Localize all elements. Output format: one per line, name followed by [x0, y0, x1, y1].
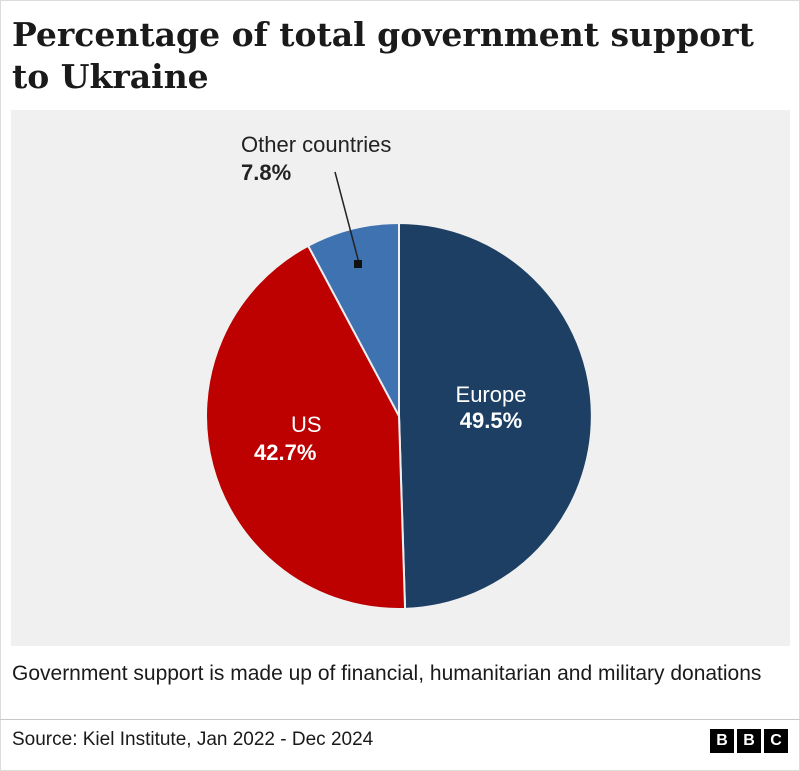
pie-slice-us — [205, 244, 407, 610]
leader-marker-other-countries — [354, 260, 362, 268]
footer-divider — [0, 719, 800, 720]
logo-letter-1: B — [710, 729, 734, 753]
slice-label-other-countries: Other countries — [241, 132, 391, 157]
slice-value-us: 42.7% — [254, 440, 316, 465]
leader-line-other-countries — [334, 171, 360, 264]
slice-value-europe: 49.5% — [460, 408, 522, 433]
logo-letter-2: B — [737, 729, 761, 753]
logo-letter-3: C — [764, 729, 788, 753]
bbc-logo: B B C — [710, 729, 788, 753]
slice-label-europe: Europe — [456, 382, 527, 407]
chart-title: Percentage of total government support t… — [12, 15, 754, 96]
slice-label-us: US — [291, 412, 322, 437]
slice-value-other-countries: 7.8% — [241, 160, 291, 185]
pie-slice-other-countries — [306, 221, 400, 417]
pie-slice-europe — [398, 221, 593, 610]
plot-area: Europe 49.5% US 42.7% Other countries 7.8% — [11, 110, 790, 646]
source-text: Source: Kiel Institute, Jan 2022 - Dec 2… — [12, 729, 374, 750]
chart-note: Government support is made up of financi… — [12, 662, 762, 685]
